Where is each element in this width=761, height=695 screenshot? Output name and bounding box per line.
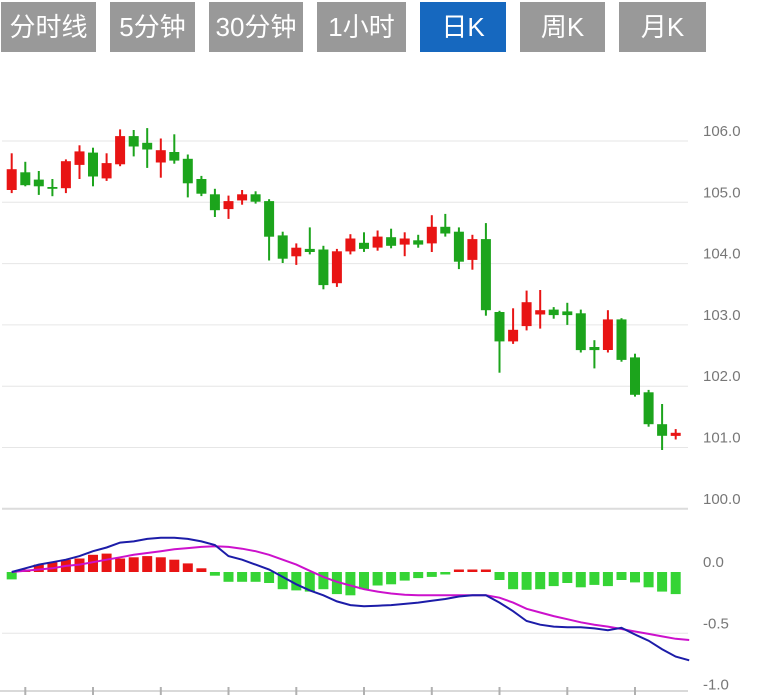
tab-weekly-k[interactable]: 周K xyxy=(520,2,605,52)
macd-axis-labels: 0.0 -0.5 -1.0 xyxy=(703,554,729,694)
svg-text:106.0: 106.0 xyxy=(703,123,741,140)
svg-text:101.0: 101.0 xyxy=(703,430,741,447)
svg-text:102.0: 102.0 xyxy=(703,368,741,385)
tab-timeline[interactable]: 分时线 xyxy=(1,2,96,52)
tab-monthly-k[interactable]: 月K xyxy=(619,2,706,52)
svg-text:-1.0: -1.0 xyxy=(703,677,729,694)
dea-line xyxy=(11,545,690,641)
price-gridlines xyxy=(2,140,688,510)
tab-30min[interactable]: 30分钟 xyxy=(209,2,303,52)
x-axis xyxy=(0,687,688,695)
macd-histogram xyxy=(6,553,681,596)
svg-text:100.0: 100.0 xyxy=(703,491,741,508)
price-axis-labels: 106.0 105.0 104.0 103.0 102.0 101.0 100.0 xyxy=(703,123,741,508)
tab-1hour[interactable]: 1小时 xyxy=(317,2,406,52)
tab-daily-k[interactable]: 日K xyxy=(420,2,506,52)
dif-line xyxy=(11,536,690,662)
tab-5min[interactable]: 5分钟 xyxy=(110,2,195,52)
svg-text:104.0: 104.0 xyxy=(703,246,741,263)
svg-text:105.0: 105.0 xyxy=(703,184,741,201)
svg-text:-0.5: -0.5 xyxy=(703,615,729,632)
interval-toolbar: 分时线 5分钟 30分钟 1小时 日K 周K 月K xyxy=(1,2,706,52)
svg-text:0.0: 0.0 xyxy=(703,554,724,571)
svg-text:103.0: 103.0 xyxy=(703,307,741,324)
candles-layer xyxy=(6,128,681,450)
